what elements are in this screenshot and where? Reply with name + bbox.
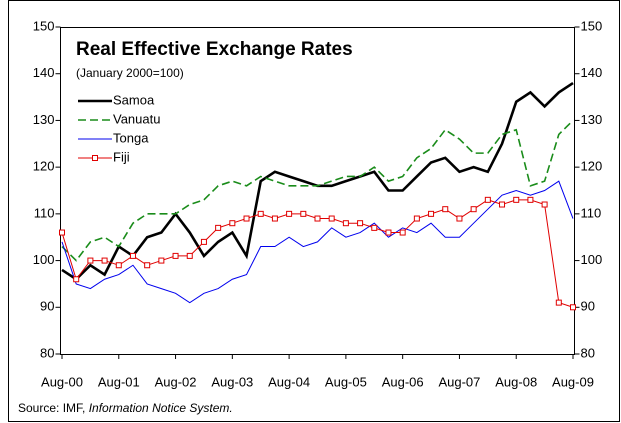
series-line [61,180,574,304]
data-marker [541,201,548,208]
source-emphasis: Information Notice System. [89,401,233,415]
data-marker [257,210,264,217]
data-marker [555,299,562,306]
y2-tick-label: 110 [581,205,602,220]
data-marker [229,220,236,227]
data-marker [470,206,477,213]
data-marker [499,201,506,208]
data-marker [73,276,80,283]
data-marker [115,262,122,269]
data-marker [342,220,349,227]
data-marker [442,206,449,213]
data-marker [484,196,491,203]
x-tick-label: Aug-00 [41,374,83,389]
data-marker [513,196,520,203]
x-tick-label: Aug-07 [438,374,480,389]
y-tick-label: 90 [40,299,54,314]
y2-tick-label: 90 [581,299,595,314]
x-tick-label: Aug-08 [495,374,537,389]
x-tick-label: Aug-03 [211,374,253,389]
data-marker [385,229,392,236]
x-tick-label: Aug-05 [325,374,367,389]
plot-frame [60,27,575,355]
y2-tick-label: 80 [581,345,595,360]
y2-tick-label: 140 [581,65,603,80]
chart-title: Real Effective Exchange Rates [76,39,353,60]
y-tick-label: 110 [34,205,55,220]
legend-label: Fiji [113,149,130,164]
x-tick-label: Aug-01 [98,374,140,389]
y-tick-label: 80 [40,345,54,360]
data-marker [59,229,65,236]
y-tick-label: 150 [33,18,55,33]
data-marker [413,215,420,222]
data-marker [286,210,293,217]
source: Source: IMF, Information Notice System. [18,401,233,415]
legend-marker [92,155,98,161]
y-tick-label: 100 [33,252,55,267]
y2-tick-label: 120 [581,159,603,174]
data-marker [428,210,435,217]
y-tick-label: 130 [33,112,55,127]
data-marker [456,215,463,222]
legend-label: Samoa [113,92,155,107]
legend-label: Vanuatu [113,111,160,126]
outer-frame [8,0,620,422]
data-marker [87,257,94,264]
y2-tick-label: 100 [581,252,603,267]
data-marker [101,257,108,264]
legend-label: Tonga [113,130,149,145]
data-marker [215,224,222,231]
data-marker [328,215,335,222]
data-marker [527,196,534,203]
y-tick-label: 120 [33,159,55,174]
x-tick-label: Aug-02 [155,374,197,389]
data-marker [271,215,278,222]
source-prefix: Source: IMF, [18,401,85,415]
y2-tick-label: 130 [581,112,603,127]
data-marker [129,252,136,259]
data-marker [200,238,207,245]
data-marker [314,215,321,222]
y-tick-label: 140 [33,65,55,80]
x-tick-label: Aug-09 [552,374,594,389]
series-line [61,119,574,262]
chart-subtitle: (January 2000=100) [76,66,184,80]
data-marker [158,257,165,264]
data-marker [399,229,406,236]
data-marker [371,224,378,231]
y2-tick-label: 150 [581,18,603,33]
x-tick-label: Aug-06 [382,374,424,389]
data-marker [357,220,364,227]
data-marker [570,304,576,311]
data-marker [300,210,307,217]
data-marker [144,262,151,269]
data-marker [243,215,250,222]
data-marker [186,252,193,259]
data-marker [172,252,179,259]
x-tick-label: Aug-04 [268,374,310,389]
